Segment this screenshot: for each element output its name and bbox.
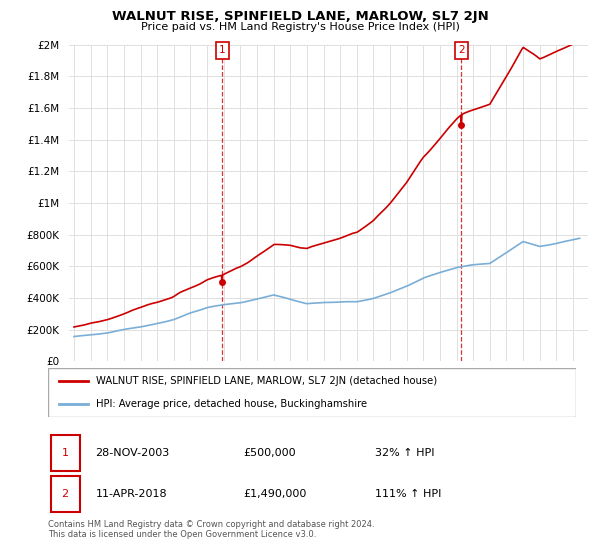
Text: 1: 1 — [219, 45, 226, 55]
Text: Contains HM Land Registry data © Crown copyright and database right 2024.
This d: Contains HM Land Registry data © Crown c… — [48, 520, 374, 539]
Text: 1: 1 — [62, 447, 68, 458]
Text: WALNUT RISE, SPINFIELD LANE, MARLOW, SL7 2JN: WALNUT RISE, SPINFIELD LANE, MARLOW, SL7… — [112, 10, 488, 22]
Text: 111% ↑ HPI: 111% ↑ HPI — [376, 489, 442, 499]
Text: £500,000: £500,000 — [244, 447, 296, 458]
FancyBboxPatch shape — [50, 435, 80, 470]
Text: 2: 2 — [62, 489, 69, 499]
Text: 2: 2 — [458, 45, 464, 55]
Text: 32% ↑ HPI: 32% ↑ HPI — [376, 447, 435, 458]
FancyBboxPatch shape — [50, 476, 80, 512]
Text: £1,490,000: £1,490,000 — [244, 489, 307, 499]
Text: WALNUT RISE, SPINFIELD LANE, MARLOW, SL7 2JN (detached house): WALNUT RISE, SPINFIELD LANE, MARLOW, SL7… — [95, 376, 437, 386]
Text: HPI: Average price, detached house, Buckinghamshire: HPI: Average price, detached house, Buck… — [95, 399, 367, 409]
Text: 28-NOV-2003: 28-NOV-2003 — [95, 447, 170, 458]
Text: 11-APR-2018: 11-APR-2018 — [95, 489, 167, 499]
Text: Price paid vs. HM Land Registry's House Price Index (HPI): Price paid vs. HM Land Registry's House … — [140, 22, 460, 32]
FancyBboxPatch shape — [48, 368, 576, 417]
